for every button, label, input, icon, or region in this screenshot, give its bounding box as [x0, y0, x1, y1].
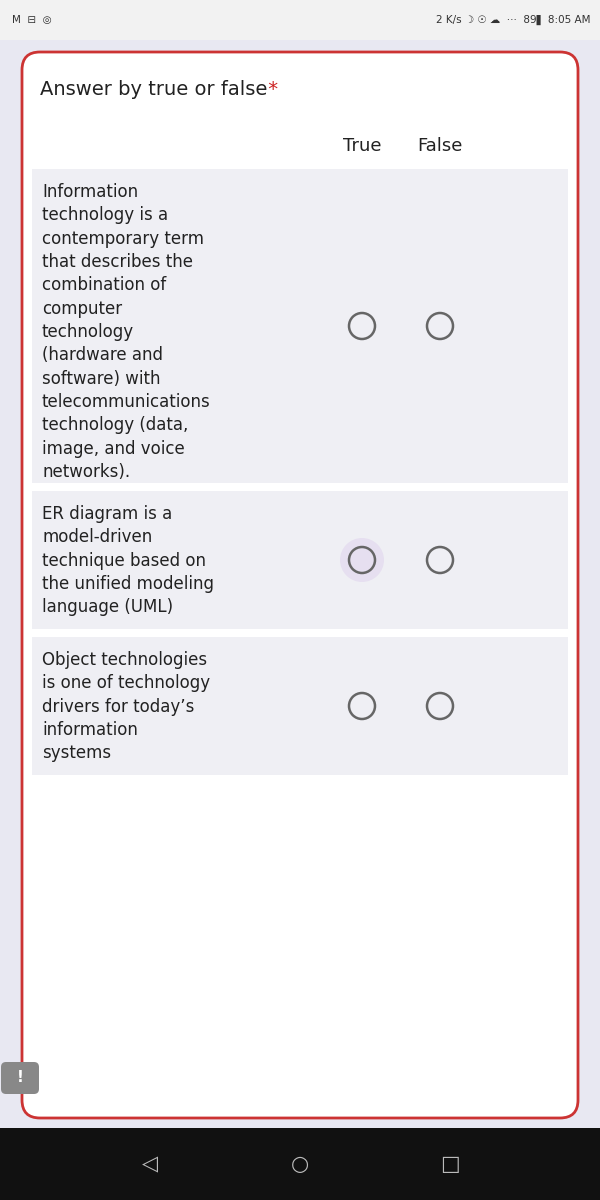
- Text: True: True: [343, 137, 381, 155]
- Text: !: !: [17, 1070, 23, 1086]
- Bar: [32, 169, 568, 482]
- FancyBboxPatch shape: [22, 52, 578, 1118]
- Text: False: False: [418, 137, 463, 155]
- Circle shape: [340, 538, 384, 582]
- Text: ER diagram is a
model-driven
technique based on
the unified modeling
language (U: ER diagram is a model-driven technique b…: [42, 505, 214, 617]
- Text: *: *: [262, 80, 278, 98]
- Text: Information
technology is a
contemporary term
that describes the
combination of
: Information technology is a contemporary…: [42, 182, 211, 481]
- Text: 2 K/s ☽ ☉ ☁  ‧‧‧  89▌ 8:05 AM: 2 K/s ☽ ☉ ☁ ‧‧‧ 89▌ 8:05 AM: [436, 14, 590, 25]
- Text: □: □: [440, 1154, 460, 1174]
- Bar: [0, 1128, 600, 1200]
- Text: ◁: ◁: [142, 1154, 158, 1174]
- Bar: [0, 0, 600, 40]
- Bar: [32, 637, 568, 775]
- Text: Answer by true or false: Answer by true or false: [40, 80, 268, 98]
- Bar: [32, 491, 568, 629]
- Text: Object technologies
is one of technology
drivers for today’s
information
systems: Object technologies is one of technology…: [42, 650, 210, 762]
- FancyBboxPatch shape: [1, 1062, 39, 1094]
- Text: ○: ○: [291, 1154, 309, 1174]
- Text: M  ⊟  ◎: M ⊟ ◎: [12, 14, 52, 25]
